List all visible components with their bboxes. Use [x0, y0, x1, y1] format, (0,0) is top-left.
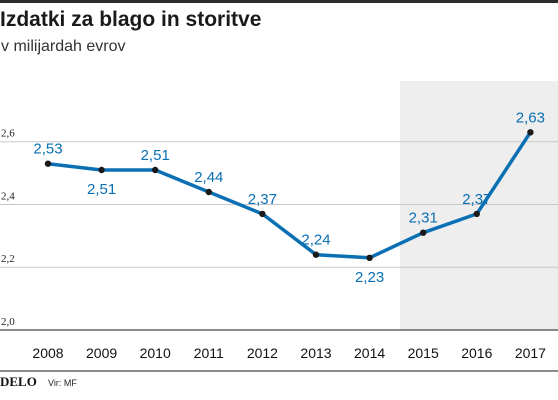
chart-subtitle: v milijardah evrov — [1, 38, 125, 55]
data-label: 2,51 — [87, 181, 116, 198]
data-label: 2,37 — [248, 191, 277, 208]
data-point — [259, 210, 266, 218]
top-rule — [0, 0, 558, 3]
x-tick-label: 2014 — [354, 345, 385, 361]
y-tick-label: 2,2 — [1, 253, 15, 265]
x-tick-label: 2015 — [408, 345, 439, 361]
x-tick-label: 2009 — [86, 345, 117, 361]
data-markers — [44, 129, 534, 261]
data-point — [98, 166, 105, 174]
x-tick-label: 2011 — [194, 345, 224, 361]
data-label: 2,53 — [33, 141, 62, 158]
data-point — [420, 229, 427, 236]
y-tick-label: 2,0 — [1, 316, 15, 328]
data-label: 2,51 — [141, 147, 170, 164]
data-label: 2,44 — [194, 169, 223, 186]
series-line — [46, 130, 533, 260]
data-point — [366, 254, 373, 261]
data-label: 2,31 — [409, 210, 438, 227]
data-point — [473, 210, 480, 218]
data-label: 2,23 — [355, 269, 384, 286]
data-point — [527, 129, 534, 136]
data-label: 2,24 — [301, 232, 330, 249]
y-axis-ticks: 2,0 2,2 2,4 2,6 — [1, 128, 15, 328]
x-tick-label: 2017 — [515, 345, 546, 361]
x-axis-ticks: 2008 2009 2010 2011 2012 2013 2014 2015 2016 2017 — [32, 345, 546, 361]
data-point — [312, 251, 320, 258]
x-tick-label: 2012 — [247, 345, 278, 361]
x-tick-label: 2010 — [140, 345, 171, 361]
data-point — [205, 188, 212, 196]
brand-logo: DELO — [0, 374, 37, 389]
data-point — [152, 166, 159, 174]
y-tick-label: 2,6 — [1, 128, 15, 140]
x-tick-label: 2016 — [461, 345, 492, 361]
gridlines — [0, 141, 558, 268]
data-point — [44, 160, 52, 167]
x-tick-label: 2013 — [300, 345, 331, 361]
chart-title: Izdatki za blago in storitve — [0, 8, 261, 31]
data-label: 2,63 — [516, 109, 545, 126]
highlight-band — [400, 81, 558, 330]
source-note: Vir: MF — [48, 378, 77, 388]
x-tick-label: 2008 — [32, 345, 63, 361]
y-tick-label: 2,4 — [1, 191, 15, 203]
data-labels: 2,53 2,51 2,51 2,44 2,37 2,24 2,23 2,31 2,37 2,63 — [33, 109, 545, 285]
data-label: 2,37 — [462, 191, 491, 208]
